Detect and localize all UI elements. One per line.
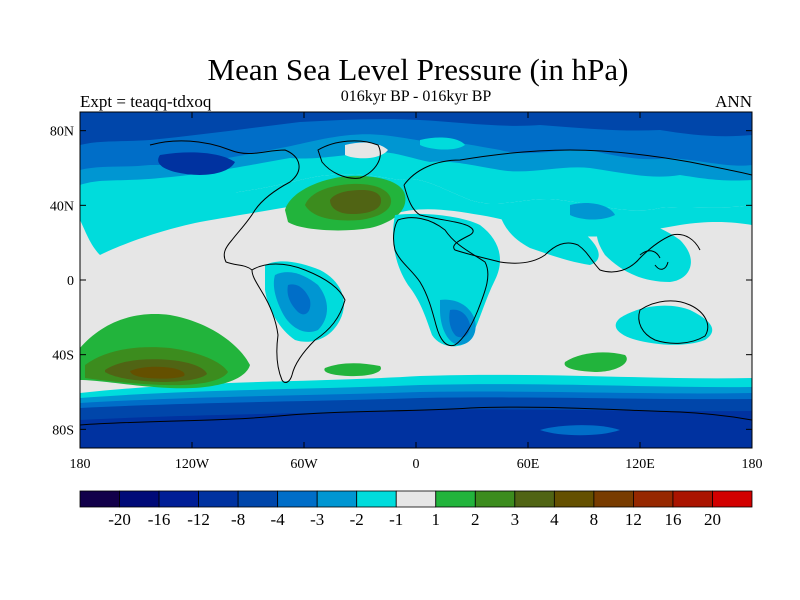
plot-subtitle: 016kyr BP - 016kyr BP [340, 88, 492, 105]
colorbar-label: -1 [389, 510, 403, 529]
colorbar-label: 1 [432, 510, 441, 529]
colorbar-label: 2 [471, 510, 480, 529]
colorbar-swatch [356, 490, 397, 508]
x-tick-label: 60W [290, 457, 318, 472]
colorbar-swatch [395, 490, 437, 508]
colorbar: -20 -16 -12 -8 -4 -3 -2 -1 1 2 3 4 8 12 16 20 [79, 490, 753, 529]
colorbar-swatch [593, 490, 634, 508]
colorbar-label: 12 [625, 510, 642, 529]
y-tick-label: 0 [67, 274, 74, 289]
colorbar-swatch [672, 490, 713, 508]
colorbar-swatch [79, 490, 120, 508]
colorbar-label: -3 [310, 510, 324, 529]
colorbar-label: -12 [187, 510, 210, 529]
colorbar-swatch [277, 490, 318, 508]
season-label: ANN [715, 92, 752, 111]
colorbar-label: -4 [271, 510, 286, 529]
y-tick-label: 80S [52, 423, 74, 438]
plot-title: Mean Sea Level Pressure (in hPa) [207, 52, 629, 87]
y-tick-label: 40S [52, 349, 74, 364]
colorbar-swatch [198, 490, 239, 508]
y-tick-label: 80N [50, 125, 74, 140]
colorbar-label: -20 [108, 510, 131, 529]
pressure-anomaly-field [80, 112, 752, 448]
colorbar-swatch [712, 490, 753, 508]
colorbar-label: -2 [350, 510, 364, 529]
colorbar-swatch [119, 490, 160, 508]
colorbar-label: 4 [550, 510, 559, 529]
colorbar-swatch [633, 490, 674, 508]
colorbar-swatch [553, 490, 595, 508]
colorbar-label: 3 [511, 510, 520, 529]
colorbar-label: 20 [704, 510, 721, 529]
x-tick-label: 0 [413, 457, 420, 472]
colorbar-swatch [514, 490, 555, 508]
colorbar-swatch [158, 490, 199, 508]
map-area [79, 111, 753, 449]
x-tick-label: 180 [742, 457, 763, 472]
colorbar-label: 16 [664, 510, 681, 529]
x-tick-label: 120E [625, 457, 655, 472]
colorbar-swatch [474, 490, 516, 508]
x-tick-label: 180 [70, 457, 91, 472]
y-tick-label: 40N [50, 199, 74, 214]
coastlines [80, 140, 752, 426]
colorbar-label: 8 [590, 510, 599, 529]
colorbar-swatch [316, 490, 358, 508]
latitude-axis: 80N 40N 0 40S 80S [50, 125, 752, 438]
colorbar-swatch [435, 490, 476, 508]
colorbar-swatch [237, 490, 279, 508]
experiment-label: Expt = teaqq-tdxoq [80, 92, 212, 111]
longitude-axis: 180 120W 60W 0 60E 120E 180 [70, 112, 763, 472]
x-tick-label: 60E [517, 457, 540, 472]
colorbar-label: -8 [231, 510, 245, 529]
colorbar-label: -16 [148, 510, 171, 529]
x-tick-label: 120W [175, 457, 210, 472]
